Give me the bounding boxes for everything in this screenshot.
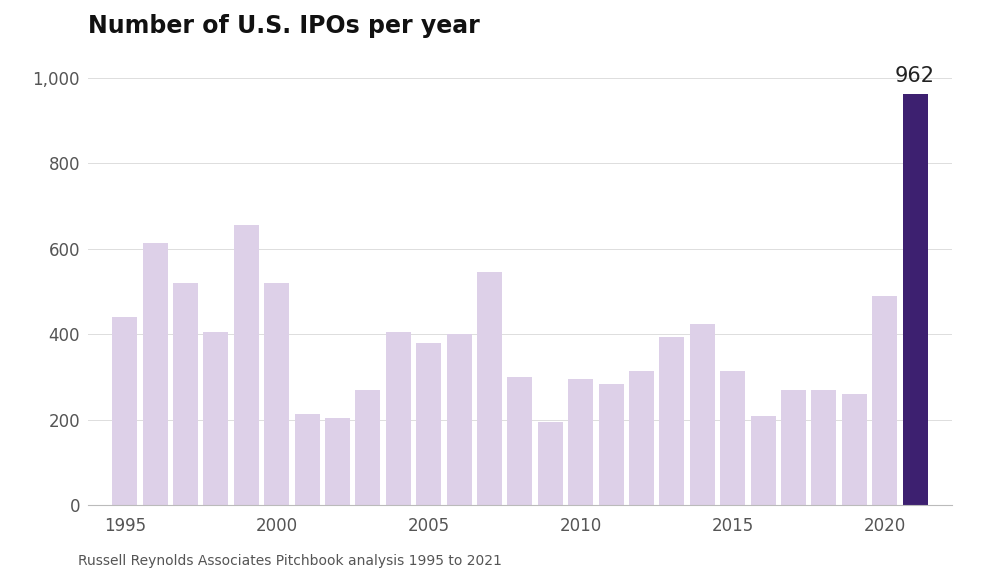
- Text: Number of U.S. IPOs per year: Number of U.S. IPOs per year: [88, 14, 480, 38]
- Bar: [598, 383, 624, 505]
- Bar: [355, 390, 381, 505]
- Bar: [142, 242, 168, 505]
- Bar: [842, 394, 867, 505]
- Bar: [629, 371, 654, 505]
- Bar: [872, 296, 898, 505]
- Bar: [294, 414, 320, 505]
- Bar: [233, 225, 259, 505]
- Bar: [903, 94, 928, 505]
- Bar: [264, 283, 289, 505]
- Bar: [112, 317, 137, 505]
- Bar: [811, 390, 837, 505]
- Bar: [325, 418, 350, 505]
- Bar: [477, 272, 502, 505]
- Bar: [173, 283, 198, 505]
- Bar: [203, 332, 229, 505]
- Text: 962: 962: [895, 66, 935, 87]
- Bar: [720, 371, 746, 505]
- Bar: [507, 377, 533, 505]
- Bar: [750, 415, 776, 505]
- Bar: [538, 422, 563, 505]
- Bar: [690, 324, 715, 505]
- Bar: [781, 390, 806, 505]
- Bar: [386, 332, 411, 505]
- Bar: [568, 379, 594, 505]
- Text: Russell Reynolds Associates Pitchbook analysis 1995 to 2021: Russell Reynolds Associates Pitchbook an…: [78, 554, 502, 568]
- Bar: [659, 336, 685, 505]
- Bar: [446, 335, 472, 505]
- Bar: [416, 343, 441, 505]
